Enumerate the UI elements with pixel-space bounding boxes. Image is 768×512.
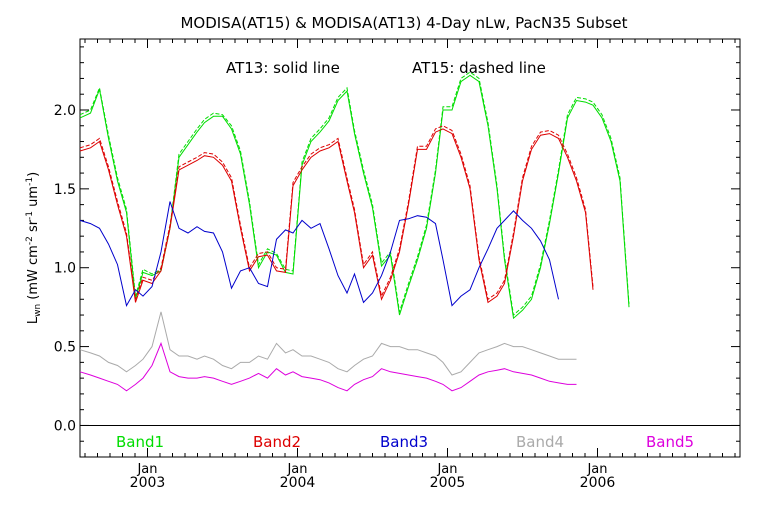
series-line-band1-at13 bbox=[79, 74, 630, 320]
y-tick-label: 2.0 bbox=[54, 103, 76, 119]
x-tick-month: Jan bbox=[286, 462, 307, 477]
y-tick-label: 1.0 bbox=[54, 261, 76, 277]
x-tick-year: 2006 bbox=[580, 475, 616, 491]
ylabel-sr: sr bbox=[26, 219, 41, 236]
ylabel-exp-3: -1 bbox=[25, 177, 35, 186]
series-lines bbox=[79, 71, 630, 392]
y-tick-label: 0.5 bbox=[54, 340, 76, 356]
legend-label-band1: Band1 bbox=[116, 433, 164, 451]
x-tick-month: Jan bbox=[436, 462, 457, 477]
legend: Band1 Band2 Band3 Band4 Band5 bbox=[116, 433, 694, 451]
y-tick-label: 1.5 bbox=[54, 182, 76, 198]
series-line-band2-at15 bbox=[79, 125, 594, 301]
subtitle-solid: AT13: solid line bbox=[226, 59, 340, 77]
legend-label-band3: Band3 bbox=[380, 433, 428, 451]
ylabel-exp-1: -2 bbox=[25, 236, 35, 245]
plot-frame bbox=[79, 38, 741, 458]
chart-title: MODISA(AT15) & MODISA(AT13) 4-Day nLw, P… bbox=[180, 14, 627, 32]
series-line-band1-at15 bbox=[79, 71, 630, 316]
ylabel-main: L bbox=[26, 316, 41, 324]
ylabel-open: (mW cm bbox=[26, 245, 41, 304]
svg-text:Lwn (mW cm-2 sr-1 um-1): Lwn (mW cm-2 sr-1 um-1) bbox=[25, 172, 43, 324]
y-axis-label: Lwn (mW cm-2 sr-1 um-1) bbox=[25, 172, 43, 324]
legend-label-band4: Band4 bbox=[516, 433, 564, 451]
ylabel-exp-2: -1 bbox=[25, 211, 35, 220]
ylabel-close: ) bbox=[26, 172, 41, 177]
ylabel-main-sub: wn bbox=[33, 304, 43, 317]
series-line-band2-at13 bbox=[79, 128, 594, 304]
y-tick-label: 0.0 bbox=[54, 418, 76, 434]
x-tick-month: Jan bbox=[136, 462, 157, 477]
x-tick-year: 2003 bbox=[130, 475, 166, 491]
x-tick-year: 2005 bbox=[430, 475, 466, 491]
y-axis: 0.0 0.5 1.0 1.5 2.0 bbox=[54, 46, 740, 442]
series-line-band4-at13 bbox=[79, 311, 577, 376]
ylabel-um: um bbox=[26, 186, 41, 211]
series-line-band3-at13 bbox=[79, 201, 559, 307]
subtitle-dashed: AT15: dashed line bbox=[412, 59, 546, 77]
legend-label-band2: Band2 bbox=[253, 433, 301, 451]
series-line-band5-at13 bbox=[79, 341, 577, 392]
x-tick-month: Jan bbox=[586, 462, 607, 477]
legend-label-band5: Band5 bbox=[646, 433, 694, 451]
x-tick-year: 2004 bbox=[280, 475, 316, 491]
